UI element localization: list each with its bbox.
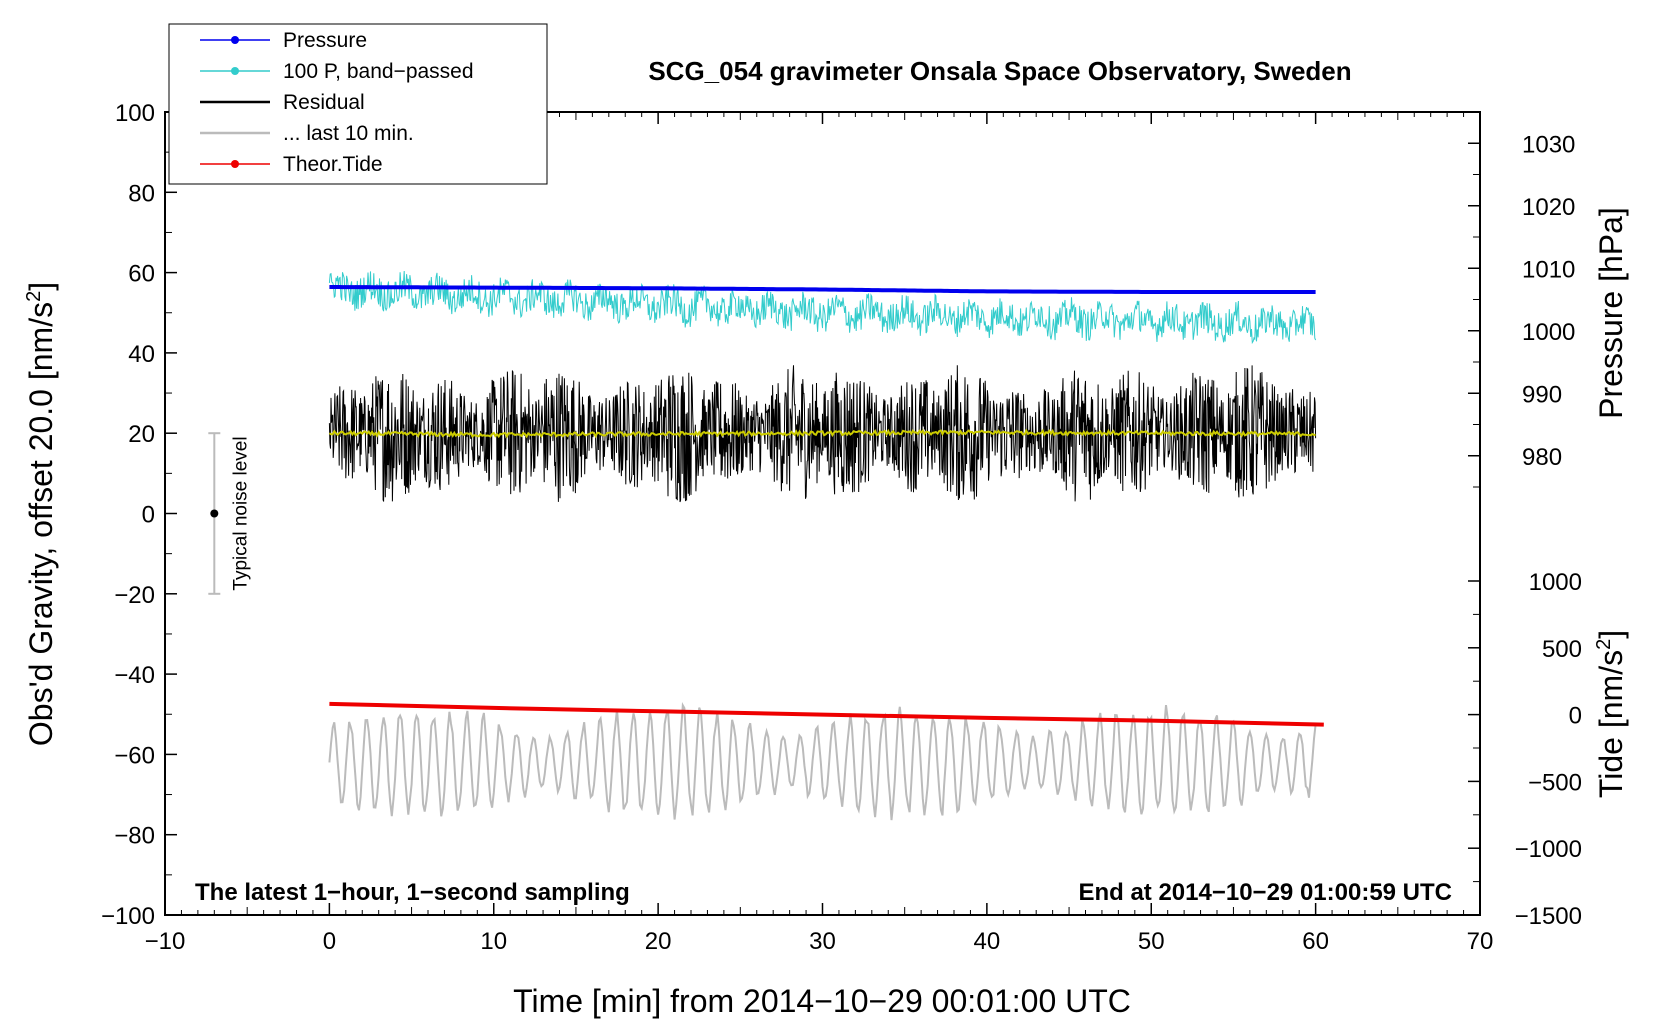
x-axis-title: Time [min] from 2014−10−29 00:01:00 UTC bbox=[513, 983, 1131, 1019]
y-axis-title-tide: Tide [nm/s2] bbox=[1593, 630, 1629, 798]
last-10-min-series bbox=[328, 702, 1317, 821]
tide-series bbox=[329, 701, 1324, 727]
x-tick-label: 40 bbox=[974, 928, 1001, 955]
pressure-tick-label: 990 bbox=[1522, 381, 1562, 408]
x-tick-label: 60 bbox=[1302, 928, 1329, 955]
y-axis-title-main-tail: ] bbox=[23, 282, 59, 291]
tide-tick-label: −1500 bbox=[1515, 903, 1582, 930]
legend-marker bbox=[231, 36, 239, 44]
noise-label: Typical noise level bbox=[230, 436, 251, 590]
noise-center-dot bbox=[210, 509, 219, 518]
residual-series bbox=[328, 365, 1317, 503]
tide-tick-label: 500 bbox=[1542, 636, 1582, 663]
legend-marker bbox=[231, 67, 239, 75]
legend-label: ... last 10 min. bbox=[283, 122, 414, 145]
x-tick-label: −10 bbox=[145, 928, 186, 955]
x-tick-label: 0 bbox=[323, 928, 336, 955]
series-layer bbox=[328, 270, 1324, 821]
pressure-tick-label: 1010 bbox=[1522, 256, 1575, 283]
y-tick-label: 100 bbox=[115, 100, 155, 127]
legend-marker bbox=[231, 160, 239, 168]
pressure-tick-label: 1030 bbox=[1522, 131, 1575, 158]
y-tick-label: 60 bbox=[128, 261, 155, 288]
legend-label: 100 P, band−passed bbox=[283, 60, 474, 83]
x-tick-label: 30 bbox=[809, 928, 836, 955]
y-tick-label: 40 bbox=[128, 341, 155, 368]
y-axis-title-main: Obs'd Gravity, offset 20.0 [nm/s2] bbox=[23, 282, 59, 746]
tide-tick-label: 0 bbox=[1569, 703, 1582, 730]
chart-title: SCG_054 gravimeter Onsala Space Observat… bbox=[648, 56, 1351, 86]
legend-label: Residual bbox=[283, 91, 365, 114]
legend-label: Theor.Tide bbox=[283, 153, 383, 176]
y-tick-label: −60 bbox=[114, 742, 155, 769]
y-tick-label: −80 bbox=[114, 823, 155, 850]
tide-tick-label: −1000 bbox=[1515, 836, 1582, 863]
x-tick-label: 50 bbox=[1138, 928, 1165, 955]
band-passed-series bbox=[328, 270, 1317, 345]
y-axis-title-pressure: Pressure [hPa] bbox=[1593, 207, 1629, 419]
footer-left-note: The latest 1−hour, 1−second sampling bbox=[195, 879, 630, 906]
y-tick-label: −100 bbox=[101, 903, 155, 930]
y-axis-title-main-text: Obs'd Gravity, offset 20.0 [nm/s bbox=[23, 302, 59, 746]
footer-right-note: End at 2014−10−29 01:00:59 UTC bbox=[1078, 879, 1452, 906]
y-axis-title-tide-text: Tide [nm/s bbox=[1593, 650, 1629, 798]
pressure-tick-label: 1000 bbox=[1522, 319, 1575, 346]
pressure-tick-label: 980 bbox=[1522, 444, 1562, 471]
x-tick-label: 10 bbox=[480, 928, 507, 955]
y-axis-title-tide-sup: 2 bbox=[1593, 639, 1615, 650]
legend-items: Pressure 100 P, band−passed Residual ... la… bbox=[200, 29, 474, 176]
x-tick-label: 70 bbox=[1467, 928, 1494, 955]
x-tick-label: 20 bbox=[645, 928, 672, 955]
pressure-tick-label: 1020 bbox=[1522, 194, 1575, 221]
tide-tick-label: −500 bbox=[1528, 769, 1582, 796]
noise-indicator: Typical noise level bbox=[208, 432, 251, 595]
y-tick-label: 0 bbox=[142, 502, 155, 529]
pressure-series bbox=[329, 285, 1316, 294]
plot-frame bbox=[164, 111, 1481, 916]
legend-box bbox=[168, 23, 548, 185]
y-tick-label: −20 bbox=[114, 582, 155, 609]
y-axis-title-main-sup: 2 bbox=[23, 291, 45, 302]
tide-tick-label: 1000 bbox=[1529, 569, 1582, 596]
y-tick-label: −40 bbox=[114, 662, 155, 689]
axis-ticks: −10 0 10 20 30 40 50 60 70−100−80−60−40−20020406… bbox=[101, 100, 1582, 955]
legend: Pressure 100 P, band−passed Residual ... la… bbox=[168, 23, 548, 185]
y-tick-label: 20 bbox=[128, 421, 155, 448]
y-axis-title-tide-tail: ] bbox=[1593, 630, 1629, 639]
residual-mean-series bbox=[328, 428, 1316, 439]
legend-label: Pressure bbox=[283, 29, 367, 52]
y-tick-label: 80 bbox=[128, 180, 155, 207]
